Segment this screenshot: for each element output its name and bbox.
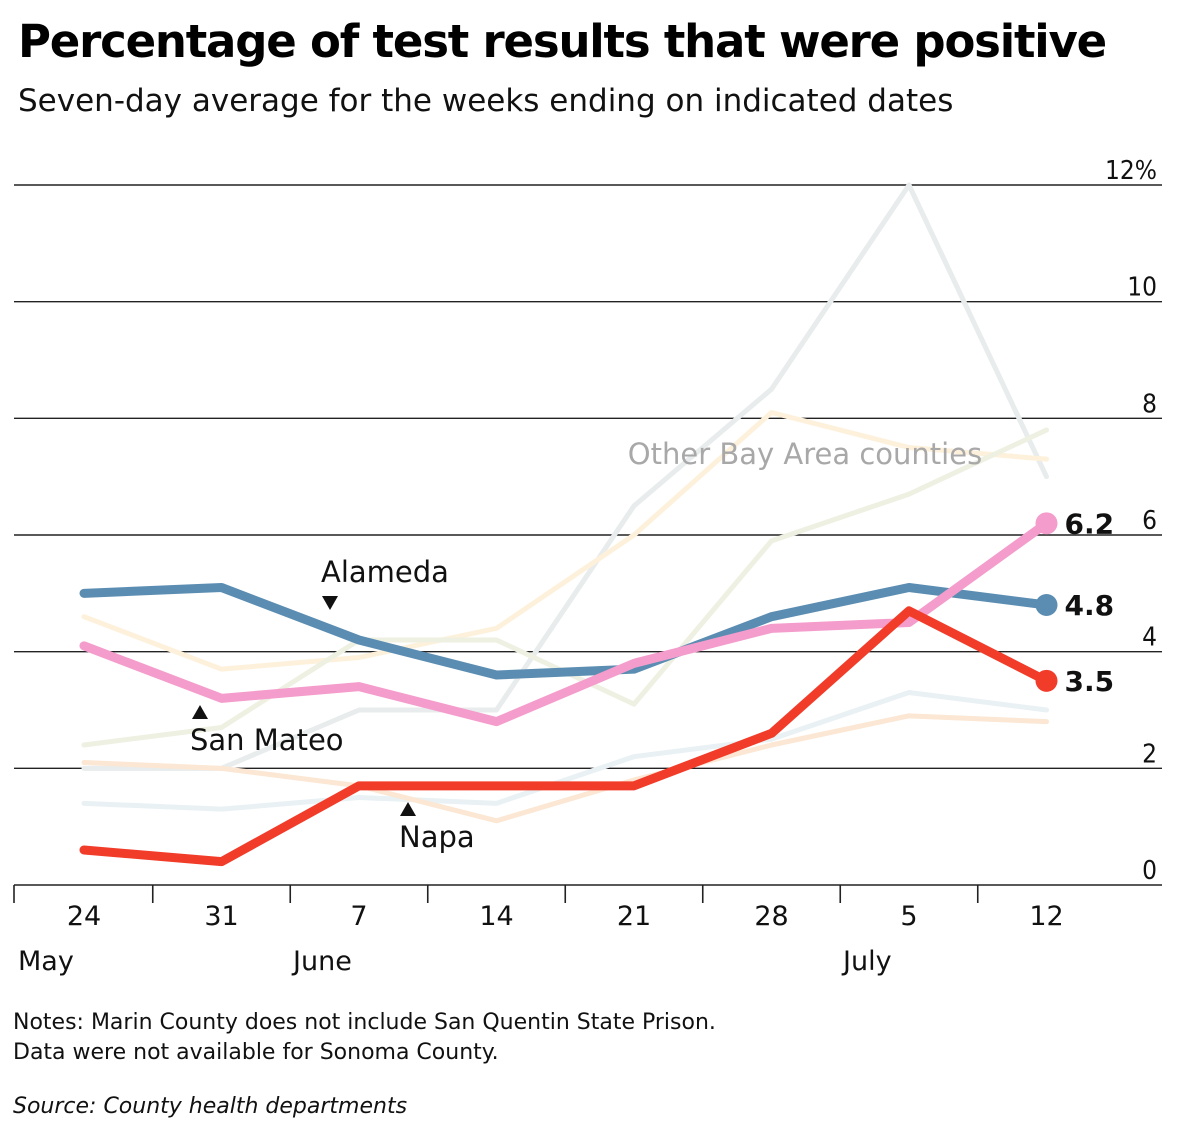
y-tick-label: 8 [1142,389,1157,419]
series-end-value-label: 6.2 [1065,507,1115,540]
x-tick-label: 7 [350,901,367,932]
x-month-label: June [291,946,352,977]
highlighted-series: 4.8 6.2 3.5 [79,507,1115,867]
background-series-line [81,182,1049,771]
series-name-label: Alameda [321,555,449,589]
background-series-label: Other Bay Area counties [628,437,982,471]
x-month-label: May [18,946,74,977]
series-line-alameda [79,583,1051,680]
x-month-label: July [841,946,892,977]
chart-subtitle: Seven-day average for the weeks ending o… [18,83,954,119]
background-series-line [81,713,1049,824]
y-tick-label: 4 [1142,623,1157,653]
series-name-label: Napa [399,820,475,854]
y-tick-label: 10 [1127,273,1157,303]
background-series [81,182,1049,824]
annotation-arrow-icon [400,802,416,816]
series-end-value-label: 4.8 [1065,589,1115,622]
note-line: Notes: Marin County does not include San… [13,1010,716,1035]
chart-labels: Other Bay Area counties Alameda San Mateo N… [190,437,982,854]
chart-source: Source: County health departments [13,1094,408,1119]
y-tick-label: 6 [1142,506,1157,536]
y-tick-label: 12% [1105,156,1157,186]
annotation-arrow-icon [192,705,208,719]
background-series-line [81,690,1049,812]
note-line: Data were not available for Sonoma Count… [13,1040,499,1065]
x-tick-label: 24 [67,901,101,932]
series-end-point [1035,512,1058,535]
y-tick-label: 2 [1142,739,1157,769]
chart-title: Percentage of test results that were pos… [18,15,1107,68]
x-tick-label: 21 [617,901,651,932]
series-name-label: San Mateo [190,723,344,757]
series-end-point [1035,669,1058,692]
series-end-point [1035,594,1058,616]
grid-lines: 0 2 4 6 8 10 12% [14,156,1162,886]
chart-notes: Notes: Marin County does not include San… [13,1008,716,1068]
x-tick-label: 28 [754,901,788,932]
series-end-value-label: 3.5 [1065,665,1115,698]
series-line-napa [79,606,1051,867]
x-tick-label: 14 [479,901,513,932]
background-series-line [81,410,1049,672]
x-tick-label: 12 [1029,901,1063,932]
x-tick-label: 5 [900,901,917,932]
x-axis: 24 31 7 14 21 28 5 12 May June July [13,885,1064,977]
y-tick-label: 0 [1142,856,1157,886]
x-tick-label: 31 [204,901,238,932]
annotation-arrow-icon [322,596,338,610]
series-line-san-mateo [79,518,1051,727]
